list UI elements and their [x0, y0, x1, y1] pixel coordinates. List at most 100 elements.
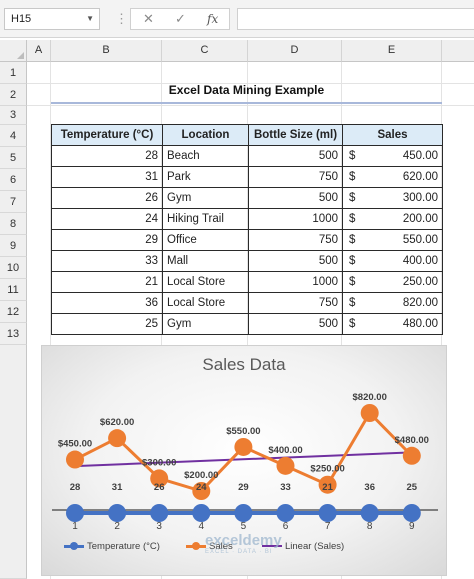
currency-symbol: $: [349, 192, 356, 204]
watermark: exceldemy EXCEL · DATA · BI: [205, 532, 282, 555]
temperature-point: [360, 504, 379, 522]
sales-point: [402, 446, 421, 465]
sales-point: [150, 469, 169, 488]
sales-trendline: [74, 451, 412, 468]
cell-bottle-size[interactable]: 750: [248, 229, 343, 251]
temperature-data-label: 29: [238, 482, 249, 493]
sales-value: 620.00: [402, 171, 438, 183]
insert-function-icon[interactable]: fx: [207, 12, 219, 26]
header-temperature[interactable]: Temperature (°C): [51, 124, 163, 146]
cell-bottle-size[interactable]: 500: [248, 313, 343, 335]
cell-sales[interactable]: $550.00: [342, 229, 443, 251]
sales-data-label: $620.00: [100, 417, 134, 428]
cell-sales[interactable]: $450.00: [342, 145, 443, 167]
legend-sales[interactable]: Sales: [186, 541, 233, 552]
cell-location[interactable]: Office: [162, 229, 249, 251]
temperature-point: [318, 504, 337, 522]
temperature-point: [108, 504, 127, 522]
legend-linear-sales[interactable]: Linear (Sales): [262, 541, 344, 552]
cell-sales[interactable]: $300.00: [342, 187, 443, 209]
cell-bottle-size[interactable]: 1000: [248, 208, 343, 230]
cell-bottle-size[interactable]: 750: [248, 292, 343, 314]
header-sales[interactable]: Sales: [342, 124, 443, 146]
cell-location[interactable]: Gym: [162, 313, 249, 335]
row-header-13[interactable]: 13: [0, 323, 27, 345]
cell-location[interactable]: Hiking Trail: [162, 208, 249, 230]
cell-temperature[interactable]: 29: [51, 229, 163, 251]
cell-temperature[interactable]: 25: [51, 313, 163, 335]
cell-sales[interactable]: $620.00: [342, 166, 443, 188]
column-header-d[interactable]: D: [248, 40, 342, 62]
cell-temperature[interactable]: 28: [51, 145, 163, 167]
formula-input[interactable]: [237, 8, 474, 30]
row-header-2[interactable]: 2: [0, 84, 27, 106]
row-header-3[interactable]: 3: [0, 106, 27, 125]
sales-value: 250.00: [402, 276, 438, 288]
cell-sales[interactable]: $250.00: [342, 271, 443, 293]
row-header-11[interactable]: 11: [0, 279, 27, 301]
cell-sales[interactable]: $400.00: [342, 250, 443, 272]
chevron-down-icon[interactable]: ▼: [86, 14, 94, 23]
cell-bottle-size[interactable]: 500: [248, 145, 343, 167]
sheet-title[interactable]: Excel Data Mining Example: [168, 83, 325, 97]
table-row: 31 Park 750 $620.00: [51, 166, 443, 188]
cell-sales[interactable]: $820.00: [342, 292, 443, 314]
cell-bottle-size[interactable]: 1000: [248, 271, 343, 293]
currency-symbol: $: [349, 150, 356, 162]
temperature-data-label: 21: [322, 482, 333, 493]
cell-temperature[interactable]: 24: [51, 208, 163, 230]
cell-bottle-size[interactable]: 750: [248, 166, 343, 188]
name-box[interactable]: H15 ▼: [4, 8, 100, 30]
cell-location[interactable]: Park: [162, 166, 249, 188]
cell-sales[interactable]: $480.00: [342, 313, 443, 335]
cell-sales[interactable]: $200.00: [342, 208, 443, 230]
sales-point: [66, 450, 84, 469]
sales-point: [360, 404, 379, 422]
row-header-7[interactable]: 7: [0, 191, 27, 213]
table-row: 28 Beach 500 $450.00: [51, 145, 443, 167]
cell-location[interactable]: Gym: [162, 187, 249, 209]
temperature-data-label: 25: [407, 482, 418, 493]
table-row: 36 Local Store 750 $820.00: [51, 292, 443, 314]
row-header-4[interactable]: 4: [0, 125, 27, 147]
column-header-c[interactable]: C: [162, 40, 248, 62]
temperature-data-label: 28: [70, 482, 81, 493]
header-bottle-size[interactable]: Bottle Size (ml): [248, 124, 343, 146]
row-header-10[interactable]: 10: [0, 257, 27, 279]
cancel-icon[interactable]: ✕: [143, 11, 154, 26]
row-header-9[interactable]: 9: [0, 235, 27, 257]
cell-temperature[interactable]: 26: [51, 187, 163, 209]
drag-handle-icon[interactable]: ⋮: [115, 11, 128, 26]
cell-location[interactable]: Beach: [162, 145, 249, 167]
sales-point: [318, 475, 337, 494]
row-header-5[interactable]: 5: [0, 147, 27, 169]
table-row: 33 Mall 500 $400.00: [51, 250, 443, 272]
sales-chart[interactable]: Sales Data $450.00 $620.00 $300.00 $200.00 $…: [41, 345, 447, 576]
cell-location[interactable]: Mall: [162, 250, 249, 272]
cell-bottle-size[interactable]: 500: [248, 250, 343, 272]
temperature-data-label: 24: [196, 482, 207, 493]
cell-bottle-size[interactable]: 500: [248, 187, 343, 209]
cell-temperature[interactable]: 21: [51, 271, 163, 293]
row-header-12[interactable]: 12: [0, 301, 27, 323]
chart-legend[interactable]: Temperature (°C) Sales Linear (Sales): [64, 538, 374, 556]
enter-icon[interactable]: ✓: [175, 11, 186, 26]
sales-data-label: $550.00: [226, 426, 260, 437]
row-header-1[interactable]: 1: [0, 62, 27, 84]
cell-location[interactable]: Local Store: [162, 292, 249, 314]
column-header-e[interactable]: E: [342, 40, 442, 62]
column-header-b[interactable]: B: [51, 40, 162, 62]
row-header-8[interactable]: 8: [0, 213, 27, 235]
select-all-corner[interactable]: [0, 40, 27, 62]
cell-temperature[interactable]: 31: [51, 166, 163, 188]
column-header-a[interactable]: A: [27, 40, 51, 62]
chart-title[interactable]: Sales Data: [202, 355, 286, 374]
cell-location[interactable]: Local Store: [162, 271, 249, 293]
legend-temperature[interactable]: Temperature (°C): [64, 541, 160, 552]
row-header-6[interactable]: 6: [0, 169, 27, 191]
cell-temperature[interactable]: 33: [51, 250, 163, 272]
cell-temperature[interactable]: 36: [51, 292, 163, 314]
header-location[interactable]: Location: [162, 124, 249, 146]
temperature-point: [150, 504, 169, 522]
column-header-f[interactable]: [442, 40, 474, 62]
